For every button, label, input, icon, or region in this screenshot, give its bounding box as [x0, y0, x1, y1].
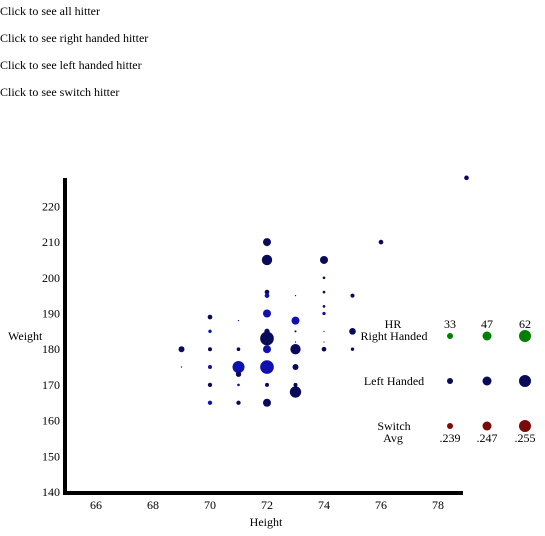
legend-swatch [519, 375, 531, 387]
y-tick-label: 170 [42, 378, 60, 392]
data-point [237, 319, 240, 322]
data-point [208, 347, 212, 352]
data-point [322, 276, 326, 280]
data-point [264, 293, 270, 298]
data-point [208, 329, 212, 334]
link-left-handed-hitter[interactable]: Click to see left handed hitter [0, 58, 142, 72]
data-point [264, 289, 270, 295]
data-point [350, 293, 355, 298]
data-point [261, 254, 273, 266]
y-tick-label: 190 [42, 307, 60, 321]
link-right-handed-hitter[interactable]: Click to see right handed hitter [0, 31, 149, 45]
axes: 66 68 70 72 74 76 78 140 150 160 170 180 190 200 210 22… [42, 178, 463, 512]
data-point [263, 238, 271, 247]
y-axis-label: Weight [8, 329, 43, 343]
data-point [292, 364, 299, 371]
legend-avg-value: .255 [515, 431, 536, 445]
x-tick-label: 70 [204, 498, 216, 512]
data-point [178, 346, 185, 353]
legend: HR 33 47 62 Right Handed Left Handed SwitchAvg… [361, 317, 536, 445]
data-point [293, 382, 298, 387]
legend-hr-value: 33 [444, 317, 456, 331]
link-all-hitter[interactable]: Click to see all hitter [0, 4, 100, 18]
data-point [322, 311, 326, 316]
data-point [321, 346, 327, 352]
legend-swatch [482, 421, 492, 431]
data-point [294, 330, 297, 333]
legend-hr-value: 47 [481, 317, 493, 331]
data-points [178, 175, 469, 407]
data-point [263, 309, 271, 318]
data-point [207, 382, 213, 388]
y-tick-label: 180 [42, 342, 60, 356]
legend-row-left-handed: Left Handed [364, 374, 424, 388]
y-tick-label: 200 [42, 271, 60, 285]
data-point [323, 341, 325, 343]
data-point [232, 361, 245, 374]
legend-hr-value: 62 [519, 317, 531, 331]
legend-row-switch: Switch [377, 419, 410, 433]
data-point [464, 175, 469, 181]
y-tick-label: 160 [42, 414, 60, 428]
data-point [320, 255, 328, 264]
legend-row-right-handed: Right Handed [361, 329, 428, 343]
data-point [294, 295, 297, 297]
legend-swatch [519, 330, 531, 342]
data-point [180, 366, 183, 368]
data-point [378, 239, 384, 245]
data-point [236, 347, 241, 352]
x-tick-label: 74 [318, 498, 330, 512]
data-point [207, 400, 213, 405]
data-point [263, 398, 271, 407]
legend-swatch [447, 333, 453, 339]
legend-avg-value: .239 [440, 431, 461, 445]
link-switch-hitter[interactable]: Click to see switch hitter [0, 85, 120, 99]
data-point [208, 365, 212, 370]
data-point [322, 290, 326, 294]
legend-swatch [482, 376, 492, 386]
x-tick-label: 66 [90, 498, 102, 512]
legend-swatch [447, 378, 453, 384]
x-tick-label: 68 [147, 498, 159, 512]
data-point [263, 345, 271, 354]
data-point [260, 331, 274, 346]
data-point [323, 330, 325, 332]
data-point [322, 305, 326, 308]
y-tick-label: 150 [42, 449, 60, 463]
y-tick-label: 220 [42, 199, 60, 213]
data-point [289, 386, 302, 398]
legend-swatch [482, 331, 492, 341]
x-tick-label: 72 [261, 498, 273, 512]
x-axis-label: Height [250, 515, 283, 529]
data-point [265, 382, 269, 387]
data-point [294, 341, 297, 343]
data-point [236, 400, 241, 405]
data-point [237, 383, 240, 387]
y-tick-label: 140 [42, 485, 60, 499]
legend-avg-label: Avg [383, 431, 403, 445]
data-point [291, 316, 300, 325]
legend-hr-label: HR [385, 317, 402, 331]
legend-swatch [447, 423, 453, 429]
data-point [290, 344, 301, 355]
legend-avg-value: .247 [477, 431, 498, 445]
y-tick-label: 210 [42, 235, 60, 249]
data-point [260, 360, 274, 374]
data-point [349, 328, 356, 335]
x-tick-label: 76 [375, 498, 387, 512]
legend-swatch [519, 420, 531, 432]
data-point [350, 347, 355, 351]
data-point [207, 314, 213, 320]
x-tick-label: 78 [432, 498, 444, 512]
data-point [235, 371, 242, 377]
